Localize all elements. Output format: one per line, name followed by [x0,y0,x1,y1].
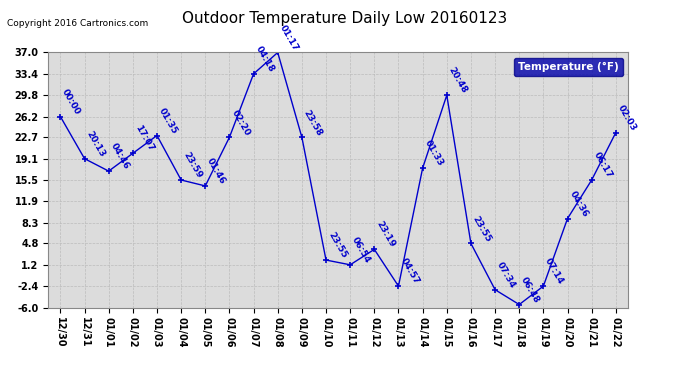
Text: 23:58: 23:58 [302,108,324,137]
Text: 17:07: 17:07 [132,124,155,153]
Legend: Temperature (°F): Temperature (°F) [513,58,622,76]
Text: 23:55: 23:55 [471,214,493,243]
Text: 01:35: 01:35 [157,106,179,135]
Text: 06:48: 06:48 [519,275,542,304]
Text: 23:55: 23:55 [326,231,348,260]
Text: Copyright 2016 Cartronics.com: Copyright 2016 Cartronics.com [7,19,148,28]
Text: 02:03: 02:03 [615,104,638,132]
Text: Outdoor Temperature Daily Low 20160123: Outdoor Temperature Daily Low 20160123 [182,11,508,26]
Text: 04:46: 04:46 [109,142,131,171]
Text: 04:57: 04:57 [398,257,421,286]
Text: 00:00: 00:00 [61,88,82,117]
Text: 07:14: 07:14 [544,257,566,286]
Text: 20:48: 20:48 [447,66,469,95]
Text: 06:54: 06:54 [350,236,373,265]
Text: 02:20: 02:20 [229,108,251,137]
Text: 06:17: 06:17 [591,151,614,180]
Text: 04:18: 04:18 [254,45,276,74]
Text: 20:13: 20:13 [85,129,106,159]
Text: 01:33: 01:33 [422,139,444,168]
Text: 23:59: 23:59 [181,151,204,180]
Text: 01:17: 01:17 [277,23,300,52]
Text: 04:36: 04:36 [567,189,590,219]
Text: 01:46: 01:46 [206,157,228,186]
Text: 23:19: 23:19 [374,220,397,249]
Text: 07:34: 07:34 [495,260,518,290]
